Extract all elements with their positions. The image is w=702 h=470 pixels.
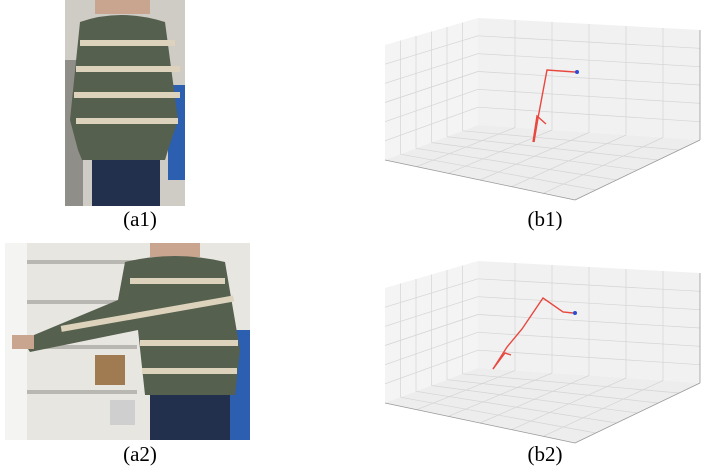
hand-point (575, 70, 579, 74)
panel-caption: (b2) (528, 442, 563, 466)
plot-3d-b2 (384, 261, 701, 444)
pane (385, 125, 700, 200)
plot-3d-b1 (384, 18, 701, 201)
photo-a2 (5, 243, 250, 440)
panel-caption: (b1) (528, 207, 563, 231)
axis-line (384, 159, 576, 201)
hand-point (573, 311, 577, 315)
pane (385, 368, 700, 443)
axis-line (574, 139, 701, 201)
axis-line (384, 402, 576, 444)
grid-line (543, 380, 664, 437)
grid-line (543, 137, 664, 194)
skeleton (533, 69, 576, 143)
skeleton (492, 352, 512, 370)
panel-caption: (a2) (123, 442, 157, 466)
axis-line (574, 382, 701, 444)
skeleton (492, 297, 574, 370)
photo-a1 (65, 0, 185, 206)
panel-caption: (a1) (123, 207, 157, 231)
skeleton (532, 114, 547, 143)
